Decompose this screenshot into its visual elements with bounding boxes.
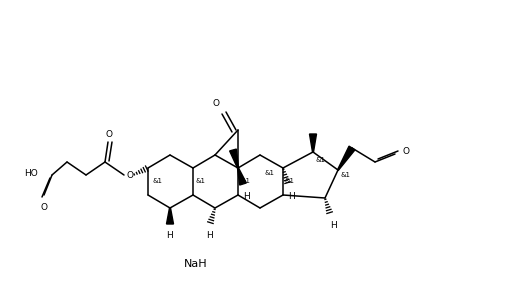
Text: O: O [105,130,112,139]
Polygon shape [337,146,355,170]
Text: HO: HO [24,168,38,177]
Text: H: H [207,231,213,240]
Text: &1: &1 [285,178,295,184]
Text: H: H [331,221,337,230]
Text: H: H [166,231,174,240]
Polygon shape [230,149,239,168]
Text: O: O [41,203,47,212]
Polygon shape [238,168,246,185]
Text: NaH: NaH [184,260,208,269]
Polygon shape [166,208,174,224]
Text: &1: &1 [153,178,163,184]
Text: &1: &1 [241,178,251,184]
Text: &1: &1 [341,172,351,178]
Polygon shape [309,134,317,152]
Text: O: O [403,147,410,157]
Text: O: O [213,99,220,108]
Text: H: H [289,192,295,201]
Text: &1: &1 [265,170,275,176]
Text: &1: &1 [196,178,206,184]
Text: H: H [244,192,250,201]
Text: &1: &1 [316,157,326,163]
Text: O: O [127,171,134,179]
